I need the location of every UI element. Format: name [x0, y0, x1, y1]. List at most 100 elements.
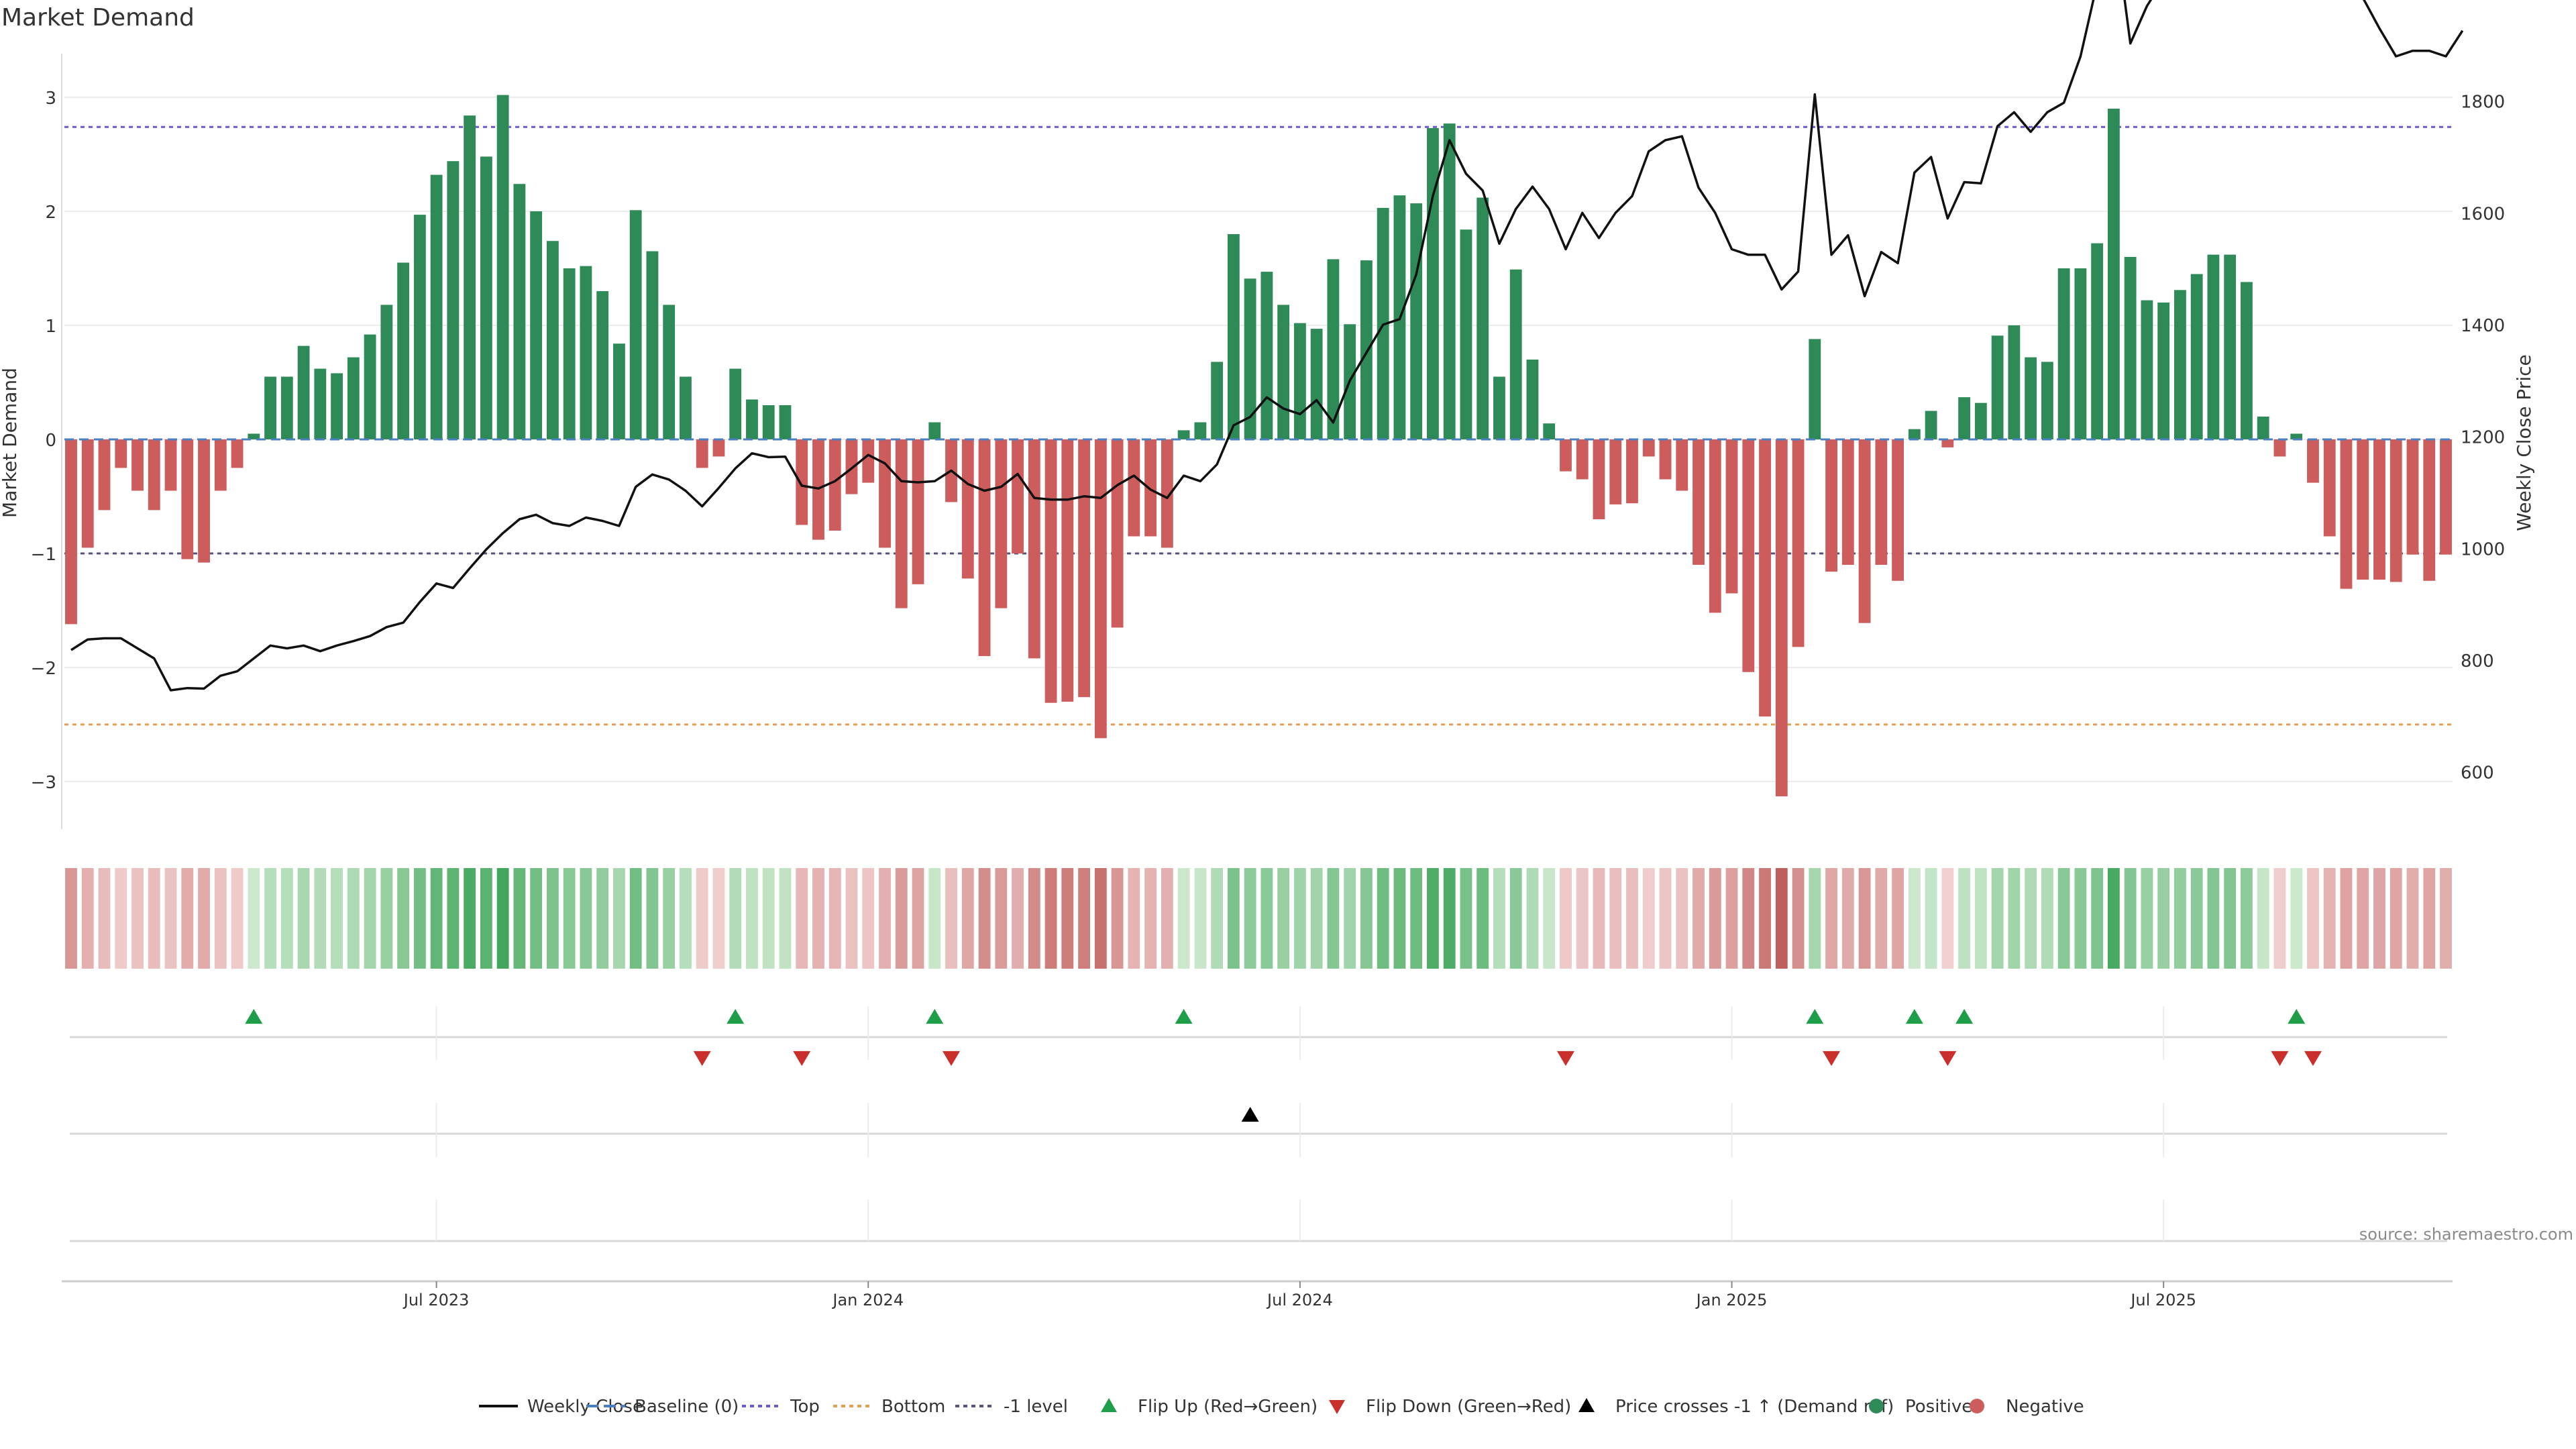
- demand-bar: [1991, 335, 2004, 439]
- demand-bar: [231, 439, 244, 468]
- y-right-tick-label: 1400: [2461, 316, 2505, 336]
- heat-cell: [563, 868, 576, 969]
- demand-bar: [845, 439, 858, 494]
- heat-cell: [1211, 868, 1224, 969]
- legend-label: Top: [790, 1397, 820, 1417]
- heat-cell: [663, 868, 676, 969]
- demand-bar: [181, 439, 194, 559]
- demand-bar: [464, 115, 476, 439]
- heat-cell: [1841, 868, 1854, 969]
- demand-bar: [214, 439, 227, 491]
- heat-cell: [2406, 868, 2419, 969]
- demand-bar: [1709, 439, 1721, 613]
- demand-bar: [1012, 439, 1024, 553]
- reference-lines: [64, 125, 2453, 726]
- demand-bar: [1044, 439, 1057, 703]
- demand-bar: [480, 156, 492, 439]
- heat-cell: [828, 868, 841, 969]
- heat-cell: [1958, 868, 1971, 969]
- legend-swatch: [1578, 1398, 1595, 1412]
- demand-bar: [1659, 439, 1672, 480]
- flip-up-marker: [727, 1009, 745, 1024]
- demand-bar: [413, 215, 426, 439]
- demand-bar: [995, 439, 1008, 608]
- heat-cell: [1460, 868, 1472, 969]
- x-tick-label: Jan 2025: [1695, 1291, 1768, 1309]
- heat-cell: [347, 868, 360, 969]
- legend-label: Flip Up (Red→Green): [1138, 1397, 1318, 1417]
- heat-cell: [680, 868, 692, 969]
- demand-bar: [2041, 362, 2053, 439]
- heat-cell: [1410, 868, 1423, 969]
- demand-bar: [98, 439, 111, 511]
- demand-bar: [2307, 439, 2319, 483]
- x-axis-ticks: Jul 2023 Jan 2024 Jul 2024 Jan 2025 Jul 2025: [402, 1281, 2196, 1309]
- heat-cell: [1012, 868, 1024, 969]
- heat-cell: [1360, 868, 1373, 969]
- demand-bar: [248, 433, 260, 439]
- heat-cell: [629, 868, 642, 969]
- demand-bar: [1277, 305, 1290, 439]
- demand-bar: [978, 439, 991, 656]
- heat-cell: [2041, 868, 2053, 969]
- demand-bar: [115, 439, 127, 468]
- heat-cell: [65, 868, 77, 969]
- y-right-tick-label: 1200: [2461, 428, 2505, 448]
- demand-bar: [1908, 429, 1921, 439]
- heat-cell: [2307, 868, 2319, 969]
- heat-cell: [646, 868, 659, 969]
- heat-cell: [513, 868, 526, 969]
- heat-cell: [2390, 868, 2402, 969]
- demand-bar: [1958, 397, 1971, 439]
- demand-bar: [198, 439, 210, 563]
- y-tick-label: −2: [31, 659, 56, 679]
- legend-item: -1 level: [955, 1397, 1068, 1417]
- heat-cell: [613, 868, 625, 969]
- demand-bar: [1892, 439, 1904, 581]
- heat-cell: [1509, 868, 1522, 969]
- heat-cell: [1078, 868, 1090, 969]
- heat-cell: [264, 868, 276, 969]
- x-tick-label: Jul 2024: [1266, 1291, 1333, 1309]
- heat-cell: [1227, 868, 1240, 969]
- legend-item: Flip Up (Red→Green): [1101, 1397, 1318, 1417]
- heat-cell: [2141, 868, 2153, 969]
- demand-bar: [496, 95, 509, 440]
- demand-bar: [1194, 422, 1207, 439]
- demand-bar: [2257, 417, 2269, 439]
- demand-bar: [1560, 439, 1572, 472]
- flip-up-marker: [1175, 1009, 1193, 1024]
- demand-bar: [2074, 268, 2087, 439]
- flip-down-marker: [1823, 1051, 1841, 1066]
- heat-cell: [796, 868, 808, 969]
- flip-up-marker: [1955, 1009, 1974, 1024]
- heat-cell: [1659, 868, 1672, 969]
- flip-down-marker: [793, 1051, 811, 1066]
- heat-cell: [2107, 868, 2120, 969]
- demand-bar: [1974, 402, 1987, 439]
- demand-bar: [1676, 439, 1688, 491]
- heat-cell: [1875, 868, 1888, 969]
- demand-bar: [2091, 243, 2104, 439]
- demand-bar: [1460, 229, 1472, 439]
- flip-down-marker: [693, 1051, 711, 1066]
- heat-cell: [1809, 868, 1821, 969]
- demand-bar: [779, 405, 792, 439]
- x-tick-label: Jul 2025: [2129, 1291, 2196, 1309]
- demand-bar: [1858, 439, 1871, 623]
- demand-bar: [613, 343, 625, 439]
- demand-bar: [1825, 439, 1837, 572]
- heat-cell: [1393, 868, 1406, 969]
- heat-cell: [1759, 868, 1771, 969]
- demand-bar: [1509, 269, 1522, 439]
- demand-bar: [1028, 439, 1040, 659]
- grid-lines: [61, 54, 2453, 829]
- weekly-close-path: [70, 0, 2464, 692]
- demand-bar: [1759, 439, 1771, 717]
- demand-bar: [2440, 439, 2452, 555]
- y-right-tick-label: 1000: [2461, 539, 2505, 559]
- demand-bar: [1609, 439, 1622, 504]
- demand-bar: [1227, 234, 1240, 439]
- demand-bar: [680, 376, 692, 439]
- heat-cell: [248, 868, 260, 969]
